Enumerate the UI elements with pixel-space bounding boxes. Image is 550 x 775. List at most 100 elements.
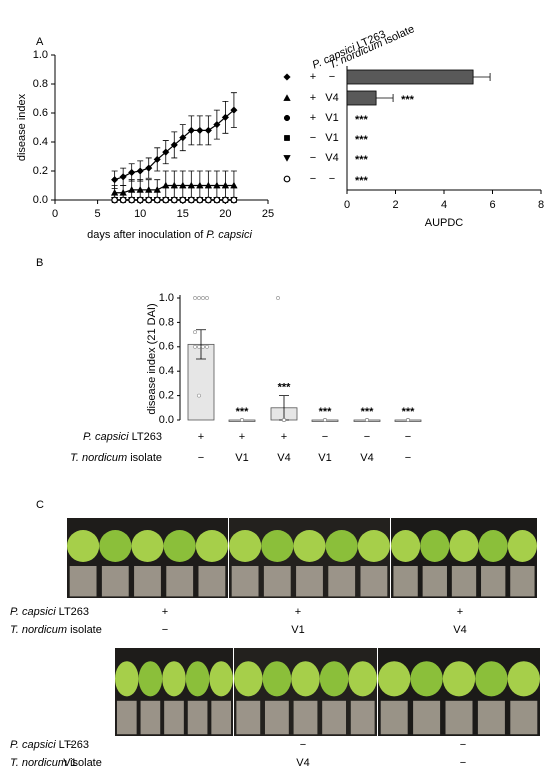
marker [221, 196, 229, 204]
y-tick-label: 0.0 [33, 194, 48, 206]
point [205, 344, 209, 349]
significance: *** [402, 406, 416, 418]
point [282, 418, 286, 422]
plant [234, 661, 263, 697]
row-value: V4 [277, 452, 290, 464]
point [406, 418, 410, 422]
pot [211, 700, 232, 735]
y-tick-label: 0.2 [159, 390, 174, 402]
plant [99, 530, 132, 562]
marker [187, 196, 195, 204]
plant [507, 530, 537, 562]
column-header-part: isolate [382, 23, 416, 47]
row-value: − [460, 739, 466, 751]
row-sign: − [310, 132, 316, 144]
pot [231, 566, 259, 597]
row-value: + [457, 606, 463, 618]
marker [187, 181, 196, 189]
y-tick-label: 1.0 [159, 292, 174, 304]
marker [179, 196, 187, 204]
marker [283, 73, 291, 81]
plant [449, 530, 479, 562]
marker [230, 106, 238, 114]
error-bar [376, 94, 394, 102]
significance: *** [355, 134, 369, 146]
y-tick-label: 1.0 [33, 49, 48, 61]
point [197, 393, 201, 398]
row-value: − [405, 452, 411, 464]
plant [348, 661, 378, 697]
y-tick-label: 0.0 [159, 414, 174, 426]
marker [162, 148, 170, 156]
pot [164, 700, 184, 735]
pot [481, 566, 506, 597]
marker [179, 181, 187, 189]
plant [507, 661, 540, 697]
row-value: − [322, 431, 328, 443]
row-sign: − [310, 152, 316, 164]
significance: *** [401, 94, 415, 106]
pot [293, 700, 318, 735]
plant [357, 530, 390, 562]
row-value: + [295, 606, 301, 618]
pot [510, 700, 538, 735]
panel-label: A [36, 36, 44, 48]
marker [283, 94, 291, 101]
row-value: − [67, 739, 73, 751]
marker [196, 126, 204, 135]
row-sign: + [310, 92, 316, 104]
plant [475, 661, 508, 697]
marker [153, 186, 161, 193]
marker [221, 113, 230, 122]
significance: *** [319, 406, 333, 418]
row-isolate: V4 [325, 152, 338, 164]
marker [179, 133, 187, 142]
y-tick-label: 0.8 [33, 78, 48, 90]
row-value: − [162, 624, 168, 636]
marker [136, 167, 144, 175]
x-axis-label-part: days after inoculation of [87, 229, 204, 241]
pot [236, 700, 261, 735]
panel-label: C [36, 499, 44, 511]
pot [140, 700, 161, 735]
plant [261, 530, 294, 562]
bar [346, 90, 377, 106]
pot [166, 566, 194, 597]
row-isolate: V1 [325, 112, 338, 124]
plant [391, 530, 421, 562]
point [276, 296, 280, 300]
x-axis-label: days after inoculation of P. capsici [87, 229, 252, 241]
marker [204, 181, 213, 189]
row-label-part: LT263 [59, 739, 89, 751]
marker [110, 188, 119, 196]
marker [213, 181, 221, 189]
marker [136, 196, 144, 204]
point [197, 296, 201, 300]
row-label-part: T. nordicum [10, 624, 67, 636]
row-value: − [405, 431, 411, 443]
pot [296, 566, 323, 597]
row-value: V1 [235, 452, 248, 464]
pot [510, 566, 535, 597]
x-tick-label: 20 [219, 208, 231, 220]
y-tick-label: 0.2 [33, 165, 48, 177]
row-value: − [198, 452, 204, 464]
marker [128, 168, 136, 177]
row-label-part: T. nordicum [70, 452, 127, 464]
marker [187, 126, 195, 135]
point [197, 344, 201, 349]
marker [170, 196, 178, 204]
pot [360, 566, 388, 597]
row-value: + [239, 431, 245, 443]
significance: *** [355, 114, 369, 126]
plant [163, 530, 196, 562]
x-tick-label: 5 [95, 208, 101, 220]
row-value: + [162, 606, 168, 618]
row-label-part: P. capsici [10, 739, 56, 751]
marker [136, 186, 144, 193]
x-tick-label: 8 [538, 199, 544, 211]
row-label-part: isolate [70, 757, 102, 769]
x-tick-label: 25 [262, 208, 274, 220]
row-value: − [460, 757, 466, 769]
